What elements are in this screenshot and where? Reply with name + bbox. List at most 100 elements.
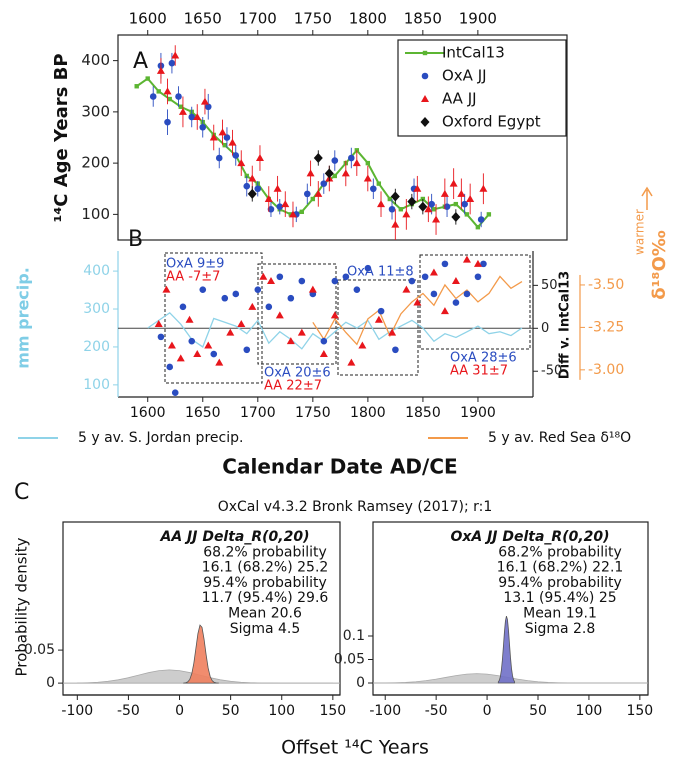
annotation: OxA 11±8 <box>347 265 414 280</box>
legend-label: 5 y av. Red Sea δ¹⁸O <box>488 430 631 446</box>
point <box>164 118 171 126</box>
point <box>254 185 262 193</box>
point <box>267 277 276 285</box>
x-tick-label: 1650 <box>184 10 222 28</box>
point <box>232 290 240 298</box>
point <box>178 104 183 109</box>
point <box>179 303 187 311</box>
point <box>171 51 180 59</box>
point <box>480 260 487 268</box>
point <box>365 160 371 166</box>
point <box>163 87 172 95</box>
x-tick-label: 1600 <box>130 405 166 421</box>
point <box>228 138 237 146</box>
annotation: AA 31±7 <box>450 364 508 379</box>
point <box>215 358 224 366</box>
y-tick-label: 0.05 <box>24 642 55 658</box>
chart-title: OxCal v4.3.2 Bronk Ramsey (2017); r:1 <box>218 499 493 515</box>
point <box>255 154 264 161</box>
point <box>390 191 400 202</box>
point <box>352 159 361 167</box>
point <box>391 220 400 228</box>
x-tick-label: 1850 <box>405 405 441 421</box>
y-tick-label: 400 <box>83 263 110 279</box>
y-tick-label: 0 <box>46 675 55 691</box>
x-tick-label: 100 <box>576 703 603 719</box>
point <box>374 315 383 323</box>
point <box>248 174 257 182</box>
point <box>348 154 355 162</box>
density-area <box>183 624 219 684</box>
point <box>167 341 176 349</box>
point <box>331 157 339 164</box>
x-tick-label: 1900 <box>460 405 496 421</box>
point <box>388 328 397 336</box>
point <box>388 205 396 213</box>
point <box>286 337 295 345</box>
y-tick-label: 0.1 <box>343 628 365 644</box>
point <box>443 203 451 210</box>
point <box>408 277 416 285</box>
point <box>254 286 262 293</box>
point <box>479 184 488 192</box>
annotation: OxA 28±6 <box>450 351 517 366</box>
point <box>204 103 212 111</box>
point <box>440 189 449 197</box>
y-tick-label: 200 <box>83 339 110 355</box>
x-tick-label: 1800 <box>349 10 387 28</box>
y-axis-title: Diff v. IntCal13 <box>558 271 573 379</box>
y-tick-label: 100 <box>81 205 110 223</box>
x-tick-label: 1700 <box>240 405 276 421</box>
point <box>418 201 428 212</box>
point <box>428 200 435 208</box>
series-line <box>147 311 523 350</box>
x-tick-label: 1650 <box>185 405 221 421</box>
interval-box <box>419 254 531 350</box>
legend-label: IntCal13 <box>442 44 505 62</box>
point <box>402 210 411 218</box>
y-tick-label: 0 <box>541 321 549 336</box>
point <box>475 224 481 230</box>
x-tick-label: 150 <box>626 703 653 719</box>
point <box>222 142 227 148</box>
point <box>421 273 429 281</box>
point <box>264 195 273 202</box>
interval-box <box>164 252 263 384</box>
point <box>477 216 485 223</box>
point <box>232 152 240 159</box>
legend-label: OxA JJ <box>442 67 487 85</box>
point <box>166 363 174 371</box>
point <box>452 299 460 306</box>
point <box>298 277 306 285</box>
point <box>387 196 393 202</box>
x-tick-label: 1900 <box>459 10 497 28</box>
series-line <box>312 275 523 346</box>
y-tick-label: -3.50 <box>588 277 624 293</box>
legend-marker <box>422 50 428 56</box>
point <box>466 195 475 202</box>
result-text: 16.1 (68.2%) 22.1 <box>497 560 624 576</box>
y-tick-label: -3.25 <box>588 319 624 335</box>
x-tick-label: -100 <box>61 703 93 719</box>
point <box>188 113 196 121</box>
point <box>297 328 306 336</box>
point <box>210 350 218 358</box>
result-text: Mean 20.6 <box>228 606 302 622</box>
x-tick-label: 50 <box>222 703 240 719</box>
point <box>178 107 187 115</box>
point <box>175 93 182 100</box>
point <box>248 302 257 310</box>
panel-label: A <box>133 49 148 74</box>
result-text: 16.1 (68.2%) 25.2 <box>202 560 329 576</box>
point <box>464 212 470 217</box>
point <box>440 307 449 315</box>
point <box>273 184 282 192</box>
point <box>407 196 417 207</box>
result-text: 13.1 (95.4%) 25 <box>503 590 616 606</box>
point <box>237 320 246 327</box>
point <box>377 200 386 208</box>
point <box>167 96 172 102</box>
x-tick-label: 1800 <box>350 405 386 421</box>
point <box>276 203 284 210</box>
point <box>314 189 323 197</box>
